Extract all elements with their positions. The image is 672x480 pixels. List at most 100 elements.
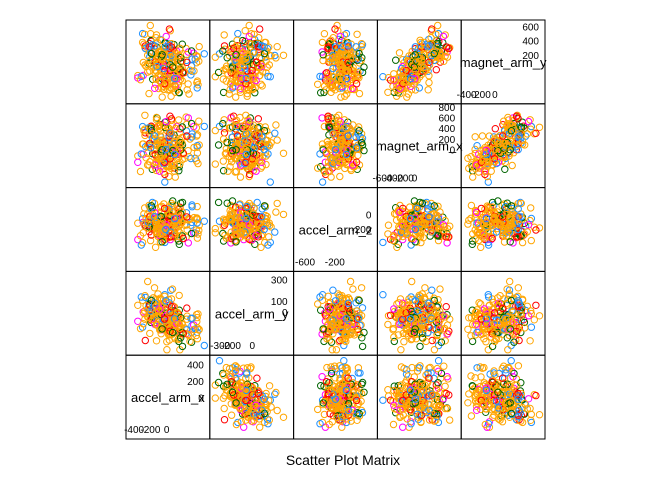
data-point xyxy=(488,198,497,207)
data-point xyxy=(446,416,454,424)
data-point xyxy=(220,404,228,413)
data-point xyxy=(523,302,531,310)
data-point xyxy=(255,154,263,162)
data-point xyxy=(265,219,273,227)
data-point xyxy=(482,386,491,395)
data-point xyxy=(184,239,193,247)
data-point xyxy=(154,142,162,150)
data-point xyxy=(342,315,351,323)
data-point xyxy=(228,388,237,396)
data-point xyxy=(227,67,236,75)
data-point xyxy=(421,381,429,389)
data-point xyxy=(250,204,258,212)
data-point xyxy=(349,285,357,293)
data-point xyxy=(151,208,159,217)
data-point xyxy=(424,62,432,70)
data-point xyxy=(258,213,266,221)
data-point xyxy=(188,314,196,322)
panel-points xyxy=(211,197,288,252)
data-point xyxy=(503,285,511,293)
data-point xyxy=(399,405,407,413)
data-point xyxy=(265,233,273,241)
data-point xyxy=(141,42,150,50)
data-point xyxy=(527,410,535,419)
data-point xyxy=(332,346,341,354)
data-point xyxy=(358,68,367,77)
data-point xyxy=(246,136,254,144)
data-point xyxy=(211,160,220,168)
data-point xyxy=(170,303,179,311)
data-point xyxy=(166,83,175,92)
data-point xyxy=(490,145,499,154)
data-point xyxy=(518,231,526,239)
data-point xyxy=(427,315,436,324)
data-point xyxy=(521,324,529,332)
data-point xyxy=(236,173,245,181)
data-point xyxy=(166,149,174,157)
data-point xyxy=(358,304,367,312)
data-point xyxy=(342,295,350,303)
data-point xyxy=(480,363,488,372)
data-point xyxy=(406,315,415,323)
data-point xyxy=(415,291,423,300)
data-point xyxy=(231,203,240,211)
data-point xyxy=(503,199,511,207)
data-point xyxy=(440,326,448,334)
data-point xyxy=(142,154,150,162)
data-point xyxy=(526,216,534,225)
panel-frame xyxy=(460,354,546,440)
data-point xyxy=(141,219,149,227)
data-point xyxy=(354,400,362,409)
data-point xyxy=(520,318,529,327)
data-point xyxy=(158,146,166,154)
tick-label: -300 xyxy=(210,341,230,352)
data-point xyxy=(141,30,149,38)
data-point xyxy=(260,202,269,210)
data-point xyxy=(245,117,254,126)
data-point xyxy=(484,420,493,428)
data-point xyxy=(475,162,483,170)
data-point xyxy=(441,382,449,390)
data-point xyxy=(145,223,154,231)
tick-label: 0 xyxy=(366,210,372,221)
data-point xyxy=(499,231,507,239)
data-point xyxy=(262,215,270,223)
data-point xyxy=(478,132,487,140)
data-point xyxy=(502,366,510,374)
data-point xyxy=(340,116,349,124)
data-point xyxy=(324,112,332,120)
tick-label: 100 xyxy=(271,297,288,308)
data-point xyxy=(176,125,184,133)
data-point xyxy=(318,373,326,381)
data-point xyxy=(341,92,349,100)
data-point xyxy=(317,89,325,97)
data-point xyxy=(344,132,352,140)
data-point xyxy=(146,21,155,30)
data-point xyxy=(141,125,149,133)
data-point xyxy=(271,228,279,236)
data-point xyxy=(414,53,422,61)
data-point xyxy=(524,221,533,229)
data-point xyxy=(195,326,203,334)
data-point xyxy=(353,30,361,38)
data-point xyxy=(200,50,209,58)
data-point xyxy=(510,369,518,378)
data-point xyxy=(399,423,407,431)
data-point xyxy=(442,233,450,241)
data-point xyxy=(506,146,514,154)
data-point xyxy=(329,316,337,324)
data-point xyxy=(421,284,429,292)
data-point xyxy=(162,297,170,305)
data-point xyxy=(476,363,484,371)
data-point xyxy=(327,141,335,149)
data-point xyxy=(420,408,429,416)
data-point xyxy=(411,51,419,59)
data-point xyxy=(395,82,403,90)
data-point xyxy=(168,54,177,62)
data-point xyxy=(399,218,407,227)
data-point xyxy=(176,44,184,52)
data-point xyxy=(165,25,174,33)
data-point xyxy=(488,295,496,303)
data-point xyxy=(267,223,275,231)
data-point xyxy=(535,312,544,320)
